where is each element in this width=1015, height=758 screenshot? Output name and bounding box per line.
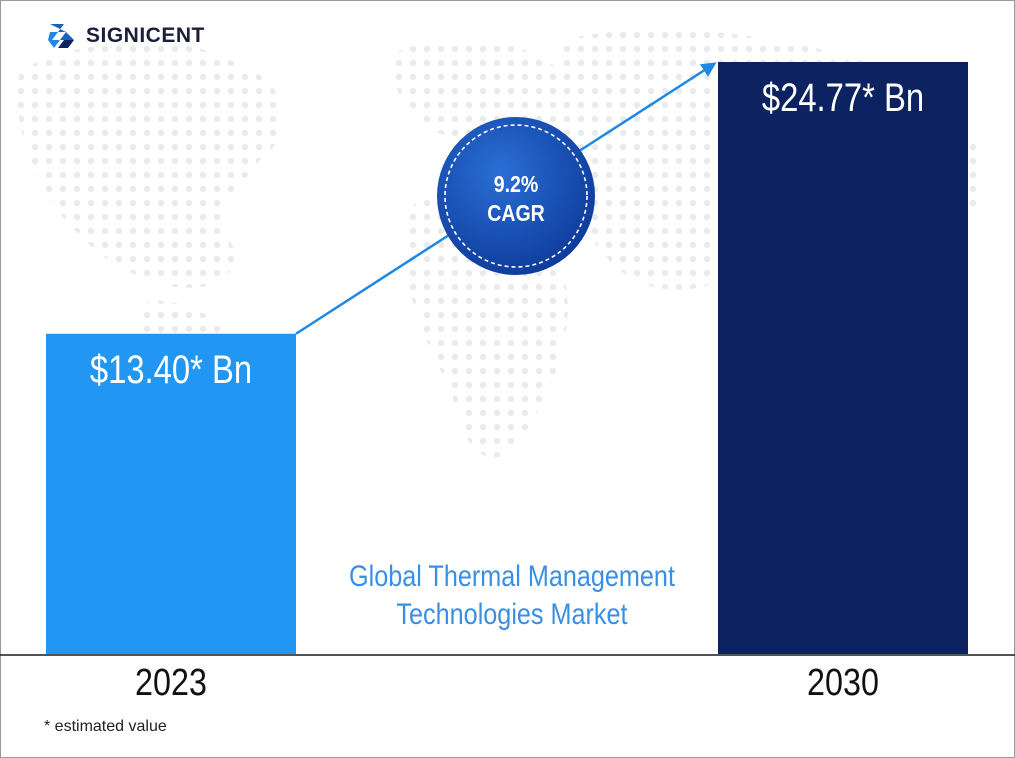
bar-value-label-2023: $13.40* Bn xyxy=(89,347,253,392)
bar-value-label-2030: $24.77* Bn xyxy=(761,76,925,120)
bar-2030 xyxy=(718,62,968,654)
chart-title-line-1: Global Thermal Management xyxy=(349,560,675,593)
signicent-logo-icon xyxy=(48,24,74,48)
chart-title-line-2: Technologies Market xyxy=(396,598,628,631)
category-label-2023: 2023 xyxy=(135,662,207,704)
brand-logo: SIGNICENT xyxy=(44,18,205,54)
cagr-text: 9.2% CAGR xyxy=(452,170,580,228)
cagr-label: CAGR xyxy=(487,200,545,226)
footnote: * estimated value xyxy=(44,718,167,735)
cagr-badge xyxy=(437,117,595,275)
category-label-2030: 2030 xyxy=(807,662,879,704)
bars-group xyxy=(46,62,968,654)
bar-2023 xyxy=(46,333,296,654)
cagr-value: 9.2% xyxy=(493,171,539,197)
chart-title: Global Thermal Management Technologies M… xyxy=(302,558,722,634)
brand-name: SIGNICENT xyxy=(86,24,205,47)
